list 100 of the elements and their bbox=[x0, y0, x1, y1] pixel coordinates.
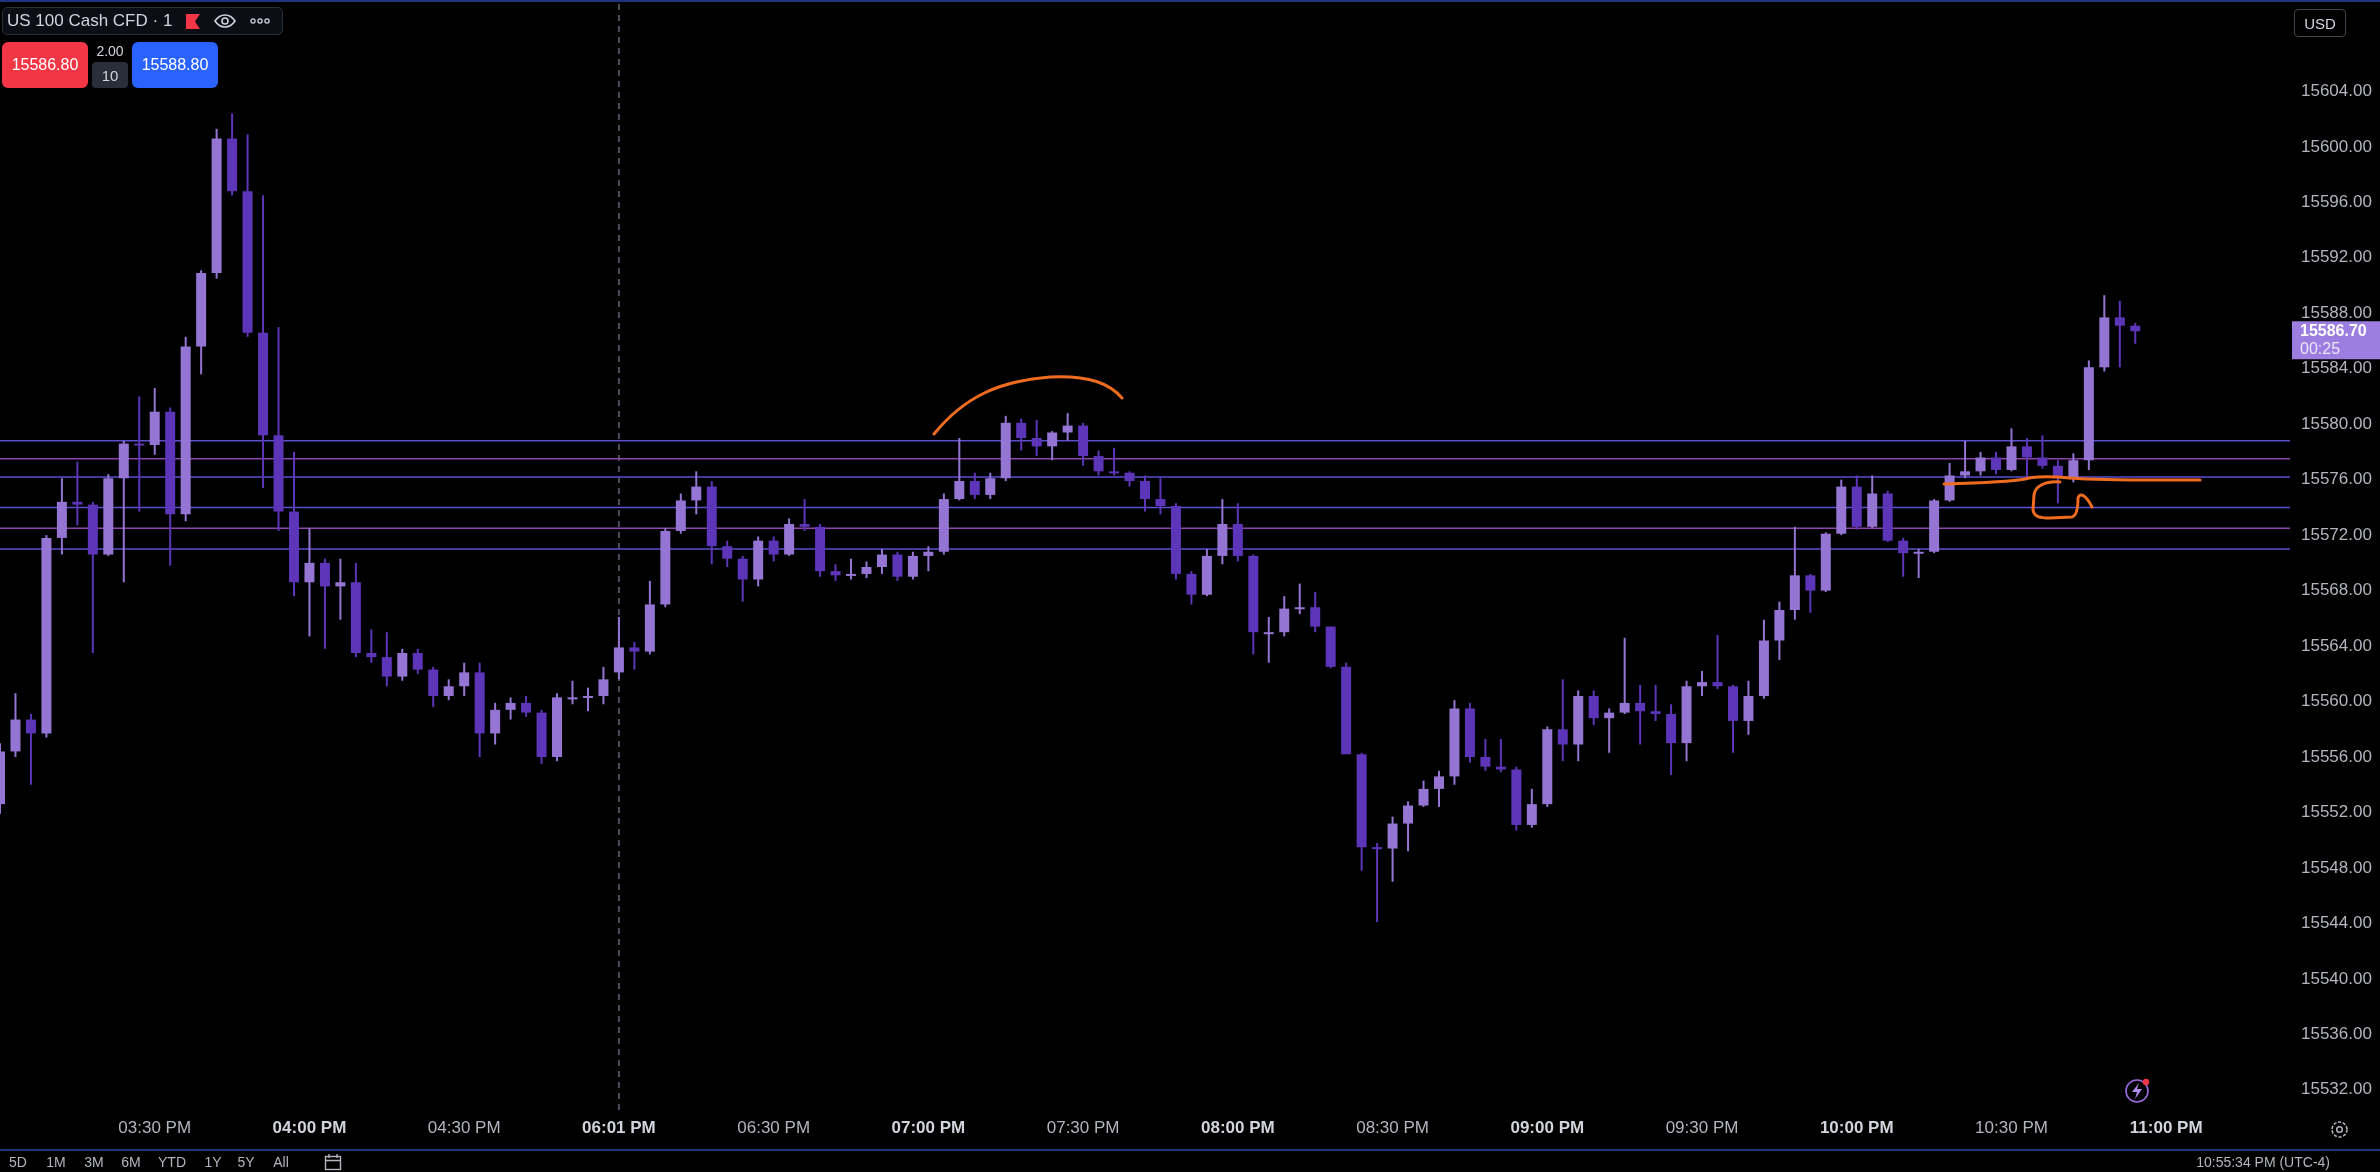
candlestick bbox=[1650, 683, 1661, 722]
x-tick-label: 10:00 PM bbox=[1819, 1117, 1894, 1137]
candlestick bbox=[954, 437, 965, 502]
text: 1M bbox=[46, 1154, 66, 1170]
text: All bbox=[273, 1154, 289, 1170]
candlestick bbox=[722, 539, 733, 569]
text: 5Y bbox=[237, 1154, 255, 1170]
y-tick-label: 15596.00 bbox=[2301, 191, 2372, 211]
y-tick-label: 15568.00 bbox=[2301, 580, 2372, 600]
candlestick bbox=[1418, 779, 1429, 808]
text: 5D bbox=[9, 1154, 27, 1170]
candlestick bbox=[691, 470, 702, 516]
candlestick bbox=[1805, 572, 1816, 614]
text: YTD bbox=[158, 1154, 186, 1170]
x-tick-label: 07:30 PM bbox=[1046, 1117, 1120, 1137]
candlestick bbox=[366, 628, 377, 664]
candlestick bbox=[25, 713, 36, 786]
candlestick bbox=[1263, 615, 1274, 664]
x-tick-label: 04:00 PM bbox=[272, 1117, 347, 1137]
x-tick-label: 08:00 PM bbox=[1200, 1117, 1275, 1137]
x-tick-label: 04:30 PM bbox=[427, 1117, 501, 1137]
candlestick bbox=[1635, 683, 1646, 746]
candlestick bbox=[923, 545, 934, 573]
candlestick bbox=[1913, 547, 1924, 580]
y-tick-label: 15604.00 bbox=[2301, 81, 2372, 101]
candlestick bbox=[505, 696, 516, 721]
x-tick-label: 11:00 PM bbox=[2129, 1117, 2203, 1137]
candlestick bbox=[2130, 321, 2141, 345]
candlestick bbox=[737, 554, 748, 603]
candlestick bbox=[381, 631, 392, 688]
x-tick-label: 09:00 PM bbox=[1510, 1117, 1585, 1137]
candlestick bbox=[567, 679, 578, 706]
candlestick bbox=[1898, 536, 1909, 578]
candlestick bbox=[1480, 737, 1491, 772]
candlestick bbox=[490, 701, 501, 746]
text: 10:55:34 PM (UTC-4) bbox=[2196, 1154, 2330, 1170]
y-tick-label: 15556.00 bbox=[2301, 746, 2372, 766]
chart-title: US 100 Cash CFD · 1 bbox=[7, 11, 173, 31]
annotation: 15586.80 bbox=[11, 56, 79, 74]
candlestick bbox=[2114, 299, 2125, 369]
text: 3M bbox=[84, 1154, 104, 1170]
y-tick-label: 15576.00 bbox=[2301, 469, 2372, 489]
candlestick bbox=[2068, 452, 2079, 484]
candlestick bbox=[1186, 570, 1197, 606]
candlestick bbox=[2021, 437, 2032, 480]
y-tick-label: 15552.00 bbox=[2301, 802, 2372, 822]
candlestick bbox=[1526, 787, 1537, 829]
candlestick bbox=[304, 527, 315, 638]
annotation: 10 bbox=[101, 66, 119, 84]
x-tick-label: 03:30 PM bbox=[118, 1117, 192, 1137]
text: 15586.70 bbox=[2300, 321, 2367, 339]
y-tick-label: 15580.00 bbox=[2301, 413, 2372, 433]
candlestick bbox=[1619, 636, 1630, 716]
y-tick-label: 15548.00 bbox=[2301, 857, 2372, 877]
x-tick-label: 09:30 PM bbox=[1665, 1117, 1739, 1137]
candlestick bbox=[1140, 474, 1150, 513]
candlestick bbox=[907, 550, 918, 581]
candlestick bbox=[892, 550, 903, 582]
candlestick bbox=[1047, 430, 1058, 462]
candlestick bbox=[1279, 595, 1290, 638]
candlestick bbox=[1991, 450, 2002, 476]
candlestick bbox=[1960, 439, 1971, 480]
candlestick bbox=[598, 665, 609, 706]
y-tick-label: 15532.00 bbox=[2301, 1079, 2372, 1099]
x-tick-label: 08:30 PM bbox=[1356, 1117, 1429, 1137]
text: 00:25 bbox=[2300, 339, 2341, 357]
candlestick bbox=[1712, 633, 1723, 691]
candlestick bbox=[876, 547, 887, 575]
candlestick bbox=[969, 471, 980, 501]
x-tick-label: 06:30 PM bbox=[737, 1117, 811, 1137]
candlestick bbox=[1975, 450, 1986, 477]
candlestick bbox=[846, 557, 857, 581]
y-tick-label: 15560.00 bbox=[2301, 691, 2372, 711]
candlestick bbox=[799, 498, 810, 532]
candlestick bbox=[1109, 446, 1120, 477]
candlestick bbox=[459, 661, 470, 697]
candlestick bbox=[443, 678, 454, 702]
x-tick-label: 10:30 PM bbox=[1975, 1117, 2048, 1137]
candlestick bbox=[1294, 582, 1305, 616]
candlestick bbox=[582, 686, 593, 713]
candlestick bbox=[1697, 670, 1708, 697]
x-tick-label: 06:01 PM bbox=[582, 1117, 656, 1137]
candlestick bbox=[335, 557, 346, 621]
candlestick bbox=[1433, 769, 1444, 808]
currency-button: USD bbox=[2294, 9, 2346, 37]
candlestick bbox=[1062, 412, 1073, 442]
y-tick-label: 15584.00 bbox=[2301, 358, 2372, 378]
annotation: 15588.80 bbox=[141, 56, 209, 74]
y-tick-label: 15544.00 bbox=[2301, 913, 2372, 933]
sell-button: 15586.80 bbox=[2, 42, 88, 88]
x-tick-label: 07:00 PM bbox=[891, 1117, 966, 1137]
y-tick-label: 15564.00 bbox=[2301, 635, 2372, 655]
candlestick bbox=[2006, 427, 2017, 473]
buy-button: 15588.80 bbox=[132, 42, 218, 88]
header-box: US 100 Cash CFD · 1 bbox=[2, 7, 284, 35]
y-tick-label: 15536.00 bbox=[2301, 1024, 2372, 1044]
candlestick bbox=[397, 647, 408, 682]
y-tick-label: 15592.00 bbox=[2301, 247, 2372, 267]
candlestick bbox=[629, 640, 640, 671]
candlestick bbox=[1588, 689, 1599, 727]
